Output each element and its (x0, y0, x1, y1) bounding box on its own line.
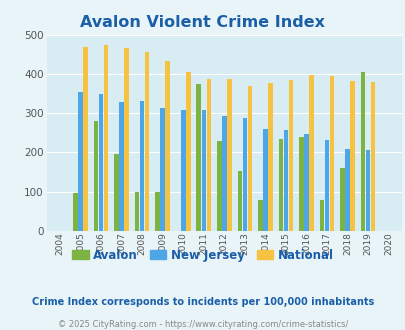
Bar (329, 76, 333, 231)
Bar (365, 150, 369, 231)
Bar (247, 86, 252, 231)
Bar (237, 171, 241, 231)
Bar (278, 139, 282, 231)
Bar (140, 101, 144, 231)
Text: Crime Index corresponds to incidents per 100,000 inhabitants: Crime Index corresponds to incidents per… (32, 297, 373, 307)
Bar (298, 137, 303, 231)
Bar (303, 134, 308, 231)
Bar (324, 140, 328, 231)
Bar (350, 82, 354, 231)
Bar (344, 148, 349, 231)
Bar (119, 102, 124, 231)
Bar (226, 79, 231, 231)
Bar (262, 128, 267, 231)
Bar (196, 84, 200, 231)
Bar (201, 110, 205, 231)
Bar (114, 154, 119, 231)
Bar (78, 92, 83, 231)
Bar (242, 118, 247, 231)
Bar (339, 168, 344, 231)
Bar (217, 142, 221, 231)
Bar (124, 48, 129, 231)
Bar (165, 61, 170, 231)
Bar (98, 94, 103, 231)
Legend: Avalon, New Jersey, National: Avalon, New Jersey, National (67, 244, 338, 266)
Bar (145, 52, 149, 231)
Bar (83, 47, 87, 231)
Bar (309, 75, 313, 231)
Bar (319, 200, 324, 231)
Bar (104, 45, 108, 231)
Bar (370, 82, 375, 231)
Bar (181, 110, 185, 231)
Bar (283, 130, 288, 231)
Bar (258, 200, 262, 231)
Text: Avalon Violent Crime Index: Avalon Violent Crime Index (80, 15, 325, 30)
Bar (267, 83, 272, 231)
Text: © 2025 CityRating.com - https://www.cityrating.com/crime-statistics/: © 2025 CityRating.com - https://www.city… (58, 319, 347, 329)
Bar (160, 109, 164, 231)
Bar (73, 193, 78, 231)
Bar (185, 72, 190, 231)
Bar (206, 79, 211, 231)
Bar (155, 192, 160, 231)
Bar (94, 121, 98, 231)
Bar (360, 72, 364, 231)
Bar (134, 192, 139, 231)
Bar (288, 80, 292, 231)
Bar (222, 116, 226, 231)
